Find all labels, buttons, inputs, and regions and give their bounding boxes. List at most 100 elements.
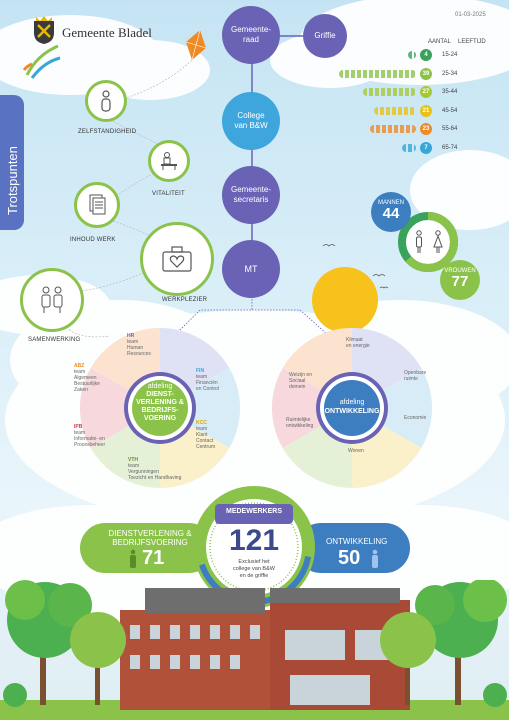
dept-left-line1: afdeling — [147, 383, 173, 390]
inhoud-werk-label: INHOUD WERK — [70, 237, 116, 243]
age-range-5: 65-74 — [442, 144, 458, 151]
vitaliteit-label: VITALITEIT — [152, 191, 185, 197]
total-center-value: 121 — [228, 524, 280, 557]
age-range-0: 15-24 — [442, 52, 458, 58]
total-center-note1: Exclusief het — [238, 559, 270, 565]
right-person-icon — [372, 549, 378, 568]
dept-right-center: afdeling ONTWIKKELING — [322, 398, 382, 416]
age-bar-3 — [374, 106, 416, 115]
dept-left-line5: VOERING — [143, 415, 177, 422]
age-bar-0 — [407, 51, 416, 59]
vth-text: team Vergunningen Toezicht en Handhaving — [128, 463, 182, 481]
age-bar-1 — [339, 69, 416, 78]
left-person-icon — [130, 549, 136, 568]
male-icon — [416, 230, 422, 253]
zelfstandigheid-circle — [85, 80, 127, 122]
fin-wedge: FIN team Financiën en Control — [196, 368, 219, 392]
age-count-2: 27 — [420, 86, 432, 98]
total-left-value: 71 — [142, 547, 165, 569]
kite — [185, 29, 207, 61]
gemeenteraad-node: Gemeente- raad — [222, 6, 280, 64]
dept-left-line4: BEDRIJFS- — [141, 407, 179, 414]
age-count-5: 7 — [420, 141, 432, 154]
age-range-3: 45-54 — [442, 107, 458, 114]
ipb-text: team Informatie- en Procesbeheer — [74, 430, 106, 448]
fin-code: FIN — [196, 368, 205, 374]
female-icon — [433, 230, 443, 253]
mannen-label: MANNEN — [377, 200, 404, 206]
abz-code: ABZ — [74, 363, 85, 369]
vitaliteit-circle — [148, 140, 190, 182]
college-node: College van B&W — [222, 92, 280, 150]
logo-swoosh — [22, 44, 61, 79]
dept-right-line2: ONTWIKKELING — [324, 408, 380, 415]
abz-wedge: ABZ team Algemeen Bestuurlijke Zaken — [74, 363, 100, 393]
age-range-1: 25-34 — [442, 70, 458, 77]
klimaat-wedge: Klimaat en energie — [346, 337, 370, 349]
ruimtelijk-wedge: Ruimtelijke ontwikkeling — [286, 417, 314, 429]
total-right-value: 50 — [338, 547, 361, 569]
age-table-header-age: LEEFTIJD — [458, 39, 486, 45]
gender-ring — [396, 210, 460, 274]
vrouwen-value: 77 — [451, 273, 469, 290]
samenwerking-label: SAMENWERKING — [28, 337, 81, 343]
total-right-pill: ONTWIKKELING 50 — [296, 523, 410, 573]
werkplezier-circle — [140, 222, 214, 296]
age-bar-2 — [362, 88, 416, 96]
documents-icon — [89, 194, 106, 215]
total-right-label: ONTWIKKELING — [326, 537, 388, 546]
samenwerking-circle — [20, 268, 84, 332]
town-hall-scene — [0, 580, 509, 720]
ruimte-wedge: Openbare ruimte — [404, 370, 427, 382]
age-count-0: 4 — [420, 49, 432, 61]
age-count-1: 39 — [420, 67, 432, 80]
age-count-3: 21 — [420, 104, 432, 117]
age-bar-5 — [402, 143, 416, 152]
sun — [312, 267, 378, 333]
dept-right-wheel — [271, 328, 433, 488]
mannen-badge: MANNEN 44 — [371, 192, 411, 232]
two-people-icon — [41, 286, 63, 313]
griffie-node: Griffie — [303, 14, 347, 58]
werkplezier-label: WERKPLEZIER — [162, 297, 208, 303]
desk-icon — [161, 152, 177, 170]
abz-text: team Algemeen Bestuurlijke Zaken — [74, 369, 100, 393]
age-range-4: 55-64 — [442, 126, 458, 132]
dept-left-line3: VERLENING & — [136, 399, 184, 406]
dept-left-wheel — [79, 328, 241, 488]
kcc-text: team Klant Contact Centrum — [196, 426, 216, 450]
vth-code: VTH — [128, 457, 138, 463]
kcc-code: KCC — [196, 420, 207, 426]
economie-wedge: Economie — [404, 415, 427, 421]
section-tab: Trotspunten — [0, 95, 24, 230]
date-label: 01-03-2025 — [455, 12, 486, 18]
section-tab-label: Trotspunten — [5, 146, 20, 215]
age-range-2: 35-44 — [442, 89, 458, 95]
mt-node: MT — [222, 240, 280, 298]
dept-left-center: afdeling DIENST- VERLENING & BEDRIJFS- V… — [130, 383, 190, 423]
total-left-label2: BEDRIJFSVOERING — [112, 538, 188, 547]
total-center-note: Exclusief het college van B&W en de grif… — [193, 559, 315, 580]
hr-text: team Human Resources — [127, 339, 151, 357]
total-center-note2: college van B&W — [233, 566, 275, 572]
hr-code: HR — [127, 333, 135, 339]
secretaris-node: Gemeente- secretaris — [222, 166, 280, 224]
age-count-4: 23 — [420, 123, 432, 135]
age-bar-4 — [369, 125, 416, 133]
mannen-value: 44 — [382, 205, 400, 222]
total-left-pill: DIENSTVERLENING & BEDRIJFSVOERING 71 — [80, 523, 214, 573]
dept-right-line1: afdeling — [339, 399, 365, 406]
inhoud-werk-circle — [74, 182, 120, 228]
ipb-wedge: IPB team Informatie- en Procesbeheer — [74, 424, 105, 448]
total-center-note3: en de griffie — [239, 573, 269, 579]
ipb-code: IPB — [74, 424, 83, 430]
kcc-wedge: KCC team Klant Contact Centrum — [196, 420, 215, 450]
vth-wedge: VTH team Vergunningen Toezicht en Handhav… — [128, 457, 181, 481]
total-left-labels: DIENSTVERLENING & BEDRIJFSVOERING — [95, 529, 205, 547]
vrouwen-badge: VROUWEN 77 — [440, 260, 480, 300]
hr-wedge: HR team Human Resources — [127, 333, 151, 357]
person-icon — [101, 90, 111, 112]
welzijn-wedge: Welzijn en Sociaal domein — [289, 372, 312, 390]
fin-text: team Financiën en Control — [196, 374, 220, 392]
